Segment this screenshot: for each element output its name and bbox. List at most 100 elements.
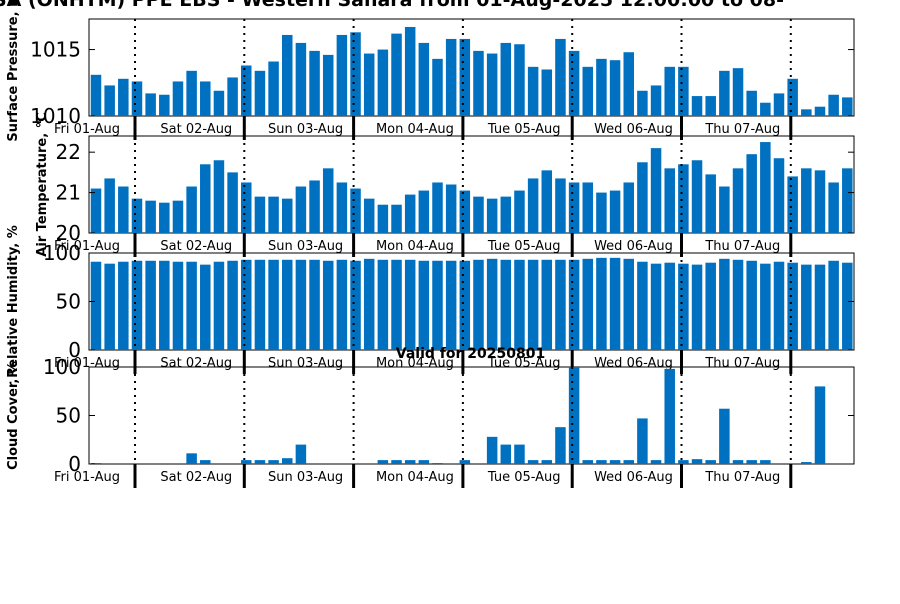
bar xyxy=(582,460,594,464)
y-axis-label: Surface Pressure, m xyxy=(6,0,21,142)
bar xyxy=(787,78,798,116)
bar xyxy=(650,263,662,350)
day-label: Thu 07-Aug xyxy=(704,122,780,137)
y-tick-label: 100 xyxy=(43,241,81,265)
bar xyxy=(186,453,197,464)
bar xyxy=(295,259,307,350)
bar xyxy=(213,90,225,116)
bar xyxy=(432,182,443,233)
y-tick-label: 0 xyxy=(68,452,81,476)
y-axis-label: Air Temperature, °C xyxy=(35,112,50,256)
bar xyxy=(719,70,730,116)
y-tick-label: 21 xyxy=(56,181,81,205)
bar xyxy=(90,188,102,233)
bar xyxy=(322,168,334,233)
day-label: Thu 07-Aug xyxy=(704,470,780,485)
bar xyxy=(104,263,115,350)
bar xyxy=(268,196,279,233)
bar xyxy=(486,53,498,116)
bar xyxy=(678,66,689,116)
bar xyxy=(664,368,675,464)
day-label: Sat 02-Aug xyxy=(160,356,232,371)
bar xyxy=(90,463,102,464)
bar xyxy=(596,192,607,233)
bar xyxy=(760,460,771,464)
bar xyxy=(391,33,402,116)
bar xyxy=(200,460,211,464)
bar xyxy=(609,460,621,464)
bar xyxy=(309,259,320,350)
bar xyxy=(363,53,375,116)
bar xyxy=(582,66,594,116)
bar xyxy=(514,259,525,350)
y-tick-label: 22 xyxy=(56,140,81,164)
bar xyxy=(281,198,293,233)
bar xyxy=(773,93,785,116)
bar xyxy=(268,460,279,464)
bar xyxy=(541,259,553,350)
day-label: Sat 02-Aug xyxy=(160,122,232,137)
bar xyxy=(691,459,703,464)
bar xyxy=(541,170,553,233)
bar xyxy=(377,460,389,464)
bar xyxy=(213,261,225,350)
bar xyxy=(623,460,634,464)
bar xyxy=(664,262,675,350)
y-tick-label: 50 xyxy=(56,404,81,428)
bar xyxy=(691,160,703,233)
bar xyxy=(609,190,621,233)
bar xyxy=(555,178,566,233)
bar xyxy=(609,60,621,116)
y-tick-label: 1015 xyxy=(30,38,81,62)
bar xyxy=(473,196,484,233)
y-tick-label: 0 xyxy=(68,338,81,362)
bar xyxy=(746,260,757,350)
day-label: Mon 04-Aug xyxy=(376,122,454,137)
bar xyxy=(322,260,334,350)
bar xyxy=(445,260,457,350)
bar xyxy=(404,259,416,350)
bar xyxy=(842,262,853,350)
bar xyxy=(637,90,648,116)
bar xyxy=(295,186,307,233)
bar xyxy=(773,158,785,233)
bar xyxy=(186,70,197,116)
bar xyxy=(719,258,730,350)
chart-title: ESA (ONHTM) PPE EBS - Western Sahara fro… xyxy=(0,0,784,11)
bar xyxy=(322,54,334,116)
bar xyxy=(213,160,225,233)
bar xyxy=(623,258,634,350)
bar xyxy=(678,263,689,350)
bar xyxy=(746,154,757,233)
bar xyxy=(391,204,402,233)
bar xyxy=(131,81,143,116)
bar xyxy=(650,85,662,116)
bar xyxy=(719,408,730,464)
bar xyxy=(705,96,716,116)
bar xyxy=(254,70,266,116)
bar xyxy=(295,444,307,464)
bar xyxy=(432,260,443,350)
bar xyxy=(527,460,539,464)
bar xyxy=(705,460,716,464)
day-label: Sun 03-Aug xyxy=(268,239,343,254)
bar xyxy=(350,260,361,350)
bar xyxy=(281,259,293,350)
day-label: Sat 02-Aug xyxy=(160,470,232,485)
bar xyxy=(527,178,539,233)
bar xyxy=(814,386,826,464)
day-label: Mon 04-Aug xyxy=(376,239,454,254)
bar xyxy=(350,188,361,233)
panel-2: Fri 01-Aug Sat 02-Aug Sun 03-Aug Mon 04-Aug… xyxy=(35,112,855,257)
bar xyxy=(404,26,416,116)
bar xyxy=(227,260,238,350)
bar xyxy=(459,190,471,233)
chart-panels: Fri 01-Aug Sat 02-Aug Sun 03-Aug Mon 04-Aug… xyxy=(6,0,855,488)
bar xyxy=(159,94,170,116)
bar xyxy=(200,264,211,350)
bar xyxy=(118,261,129,350)
bar xyxy=(336,259,348,350)
bar xyxy=(555,38,566,117)
day-label: Wed 06-Aug xyxy=(594,122,673,137)
plot-frame xyxy=(88,135,855,234)
